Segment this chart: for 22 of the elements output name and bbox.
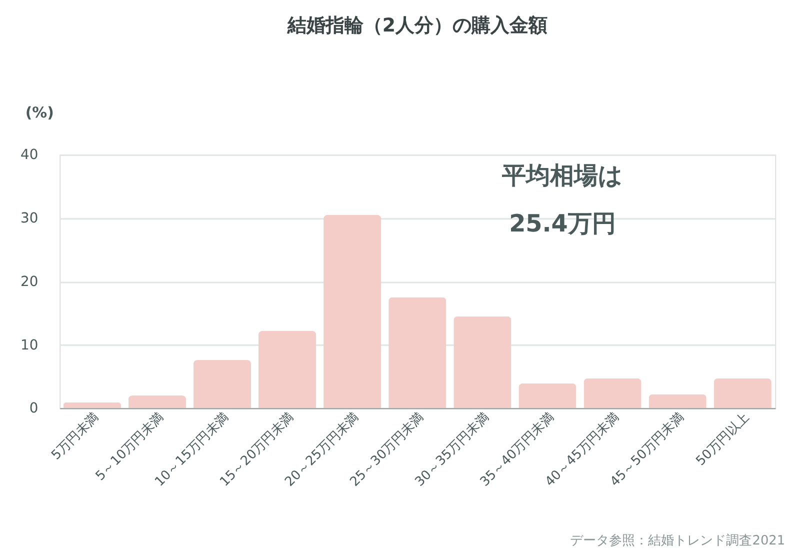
y-tick-label: 10 (20, 337, 38, 354)
bar (258, 330, 316, 408)
x-tick-label: 50万円以上 (693, 410, 752, 469)
bar (648, 394, 706, 408)
y-tick-label: 20 (20, 274, 38, 290)
bar (714, 378, 772, 408)
bar (518, 383, 576, 408)
bar (63, 402, 121, 408)
y-tick-label: 30 (20, 210, 38, 227)
text: データ参照：結婚トレンド調査2021 (570, 533, 786, 548)
bar (454, 316, 512, 408)
x-tick-label: 5万円未満 (48, 410, 102, 464)
y-tick-label: 0 (29, 400, 38, 417)
bar (193, 360, 252, 408)
y-tick-label: 40 (20, 147, 38, 164)
chart-title: 結婚指輪（2人分）の購入金額 (286, 14, 548, 37)
bar (388, 297, 446, 408)
annotation: 平均相場は 25.4万円 (500, 162, 623, 238)
bar (324, 214, 382, 408)
bar (584, 378, 642, 408)
y-axis-title: (%) (25, 103, 54, 122)
bar (128, 396, 186, 408)
